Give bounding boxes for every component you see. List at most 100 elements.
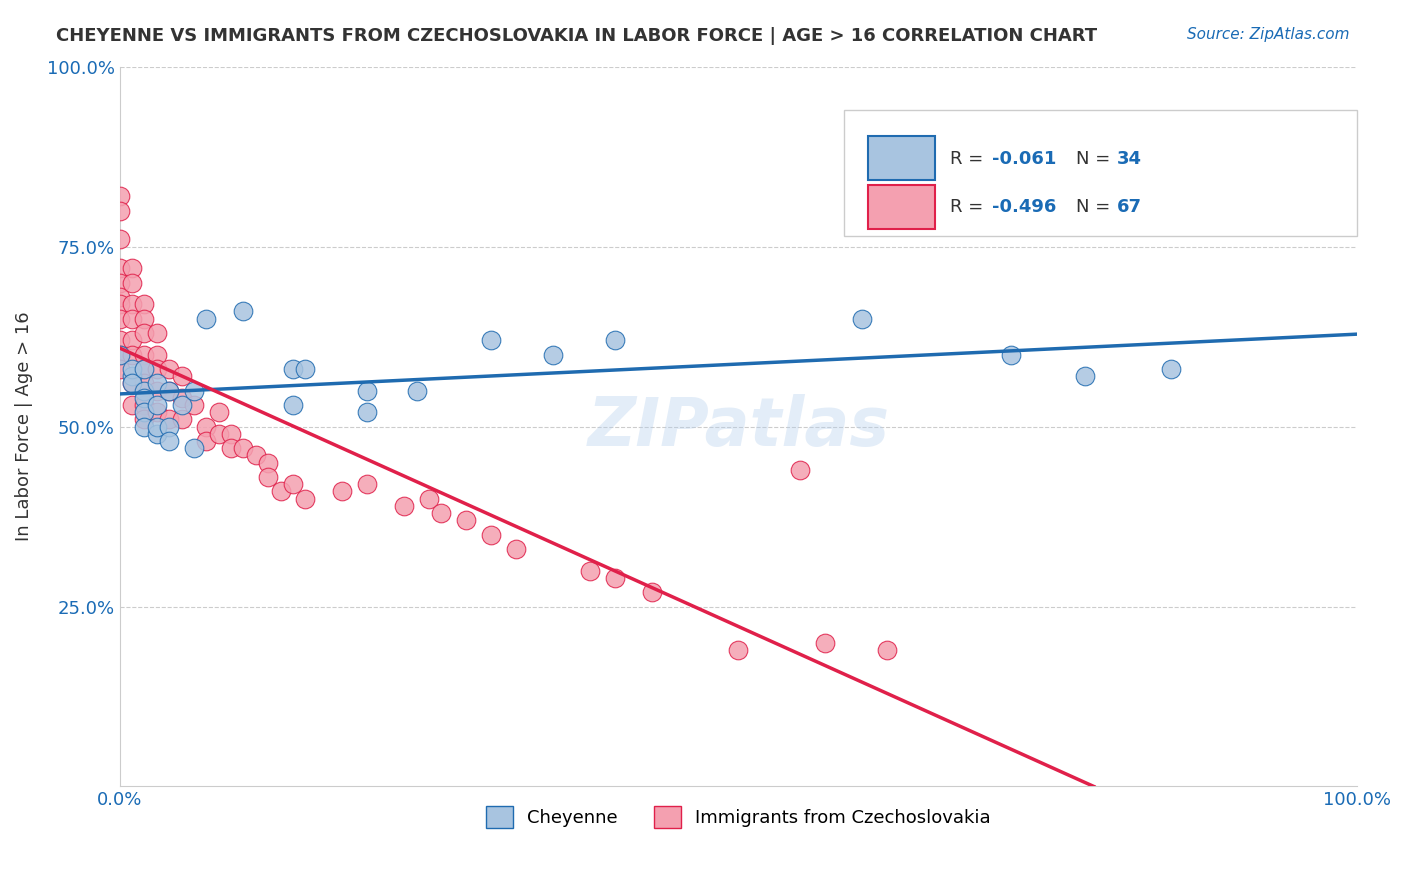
Point: [108, 333, 131, 347]
Point: [245, 448, 267, 462]
Text: CHEYENNE VS IMMIGRANTS FROM CZECHOSLOVAKIA IN LABOR FORCE | AGE > 16 CORRELATION: CHEYENNE VS IMMIGRANTS FROM CZECHOSLOVAK…: [56, 27, 1097, 45]
Y-axis label: In Labor Force | Age > 16: In Labor Force | Age > 16: [15, 311, 32, 541]
Point: [641, 585, 664, 599]
Point: [121, 333, 143, 347]
Point: [356, 477, 378, 491]
Point: [876, 642, 898, 657]
Point: [146, 362, 169, 376]
Point: [208, 405, 231, 419]
Point: [134, 384, 156, 398]
Point: [134, 347, 156, 361]
Point: [418, 491, 440, 506]
Legend: Cheyenne, Immigrants from Czechoslovakia: Cheyenne, Immigrants from Czechoslovakia: [478, 798, 998, 835]
Point: [121, 376, 143, 391]
Point: [108, 347, 131, 361]
Point: [108, 232, 131, 246]
Text: R =: R =: [950, 150, 988, 168]
FancyBboxPatch shape: [844, 110, 1357, 235]
Point: [294, 491, 316, 506]
Point: [183, 441, 205, 455]
Point: [121, 311, 143, 326]
Point: [356, 405, 378, 419]
Point: [157, 434, 180, 448]
Point: [170, 398, 193, 412]
Point: [195, 311, 218, 326]
Point: [146, 347, 169, 361]
Point: [134, 326, 156, 340]
Point: [170, 412, 193, 426]
Point: [789, 463, 811, 477]
Point: [134, 376, 156, 391]
Point: [121, 347, 143, 361]
Point: [121, 369, 143, 384]
Point: [146, 384, 169, 398]
Point: [394, 499, 416, 513]
Point: [281, 362, 304, 376]
Point: [146, 405, 169, 419]
Point: [134, 398, 156, 412]
Point: [294, 362, 316, 376]
Point: [183, 398, 205, 412]
Text: 34: 34: [1116, 150, 1142, 168]
Point: [108, 311, 131, 326]
Point: [1074, 369, 1097, 384]
Point: [603, 333, 626, 347]
FancyBboxPatch shape: [869, 185, 935, 228]
Point: [232, 304, 254, 318]
Point: [851, 311, 873, 326]
Point: [108, 362, 131, 376]
Point: [157, 419, 180, 434]
Point: [108, 347, 131, 361]
Point: [195, 434, 218, 448]
Text: -0.496: -0.496: [993, 198, 1056, 216]
Text: Source: ZipAtlas.com: Source: ZipAtlas.com: [1187, 27, 1350, 42]
Point: [134, 412, 156, 426]
Point: [108, 203, 131, 218]
Point: [134, 297, 156, 311]
Point: [134, 311, 156, 326]
Point: [157, 384, 180, 398]
Point: [1160, 362, 1182, 376]
Point: [603, 571, 626, 585]
Point: [157, 384, 180, 398]
Point: [134, 419, 156, 434]
Point: [579, 564, 602, 578]
Point: [121, 276, 143, 290]
Text: -0.061: -0.061: [993, 150, 1056, 168]
Point: [208, 426, 231, 441]
Point: [146, 398, 169, 412]
Point: [456, 513, 478, 527]
Point: [134, 362, 156, 376]
Point: [195, 419, 218, 434]
Point: [157, 412, 180, 426]
Text: ZIPatlas: ZIPatlas: [588, 393, 890, 459]
Text: N =: N =: [1076, 198, 1116, 216]
Point: [479, 333, 502, 347]
Point: [157, 362, 180, 376]
Point: [183, 384, 205, 398]
Point: [1000, 347, 1022, 361]
Point: [219, 426, 242, 441]
Point: [727, 642, 749, 657]
Point: [505, 541, 527, 556]
Point: [108, 261, 131, 276]
Point: [121, 297, 143, 311]
Point: [134, 405, 156, 419]
FancyBboxPatch shape: [869, 136, 935, 180]
Point: [108, 189, 131, 203]
Point: [108, 290, 131, 304]
Text: R =: R =: [950, 198, 988, 216]
Point: [257, 456, 280, 470]
Point: [146, 376, 169, 391]
Point: [146, 426, 169, 441]
Point: [270, 484, 292, 499]
Point: [479, 527, 502, 541]
Text: 67: 67: [1116, 198, 1142, 216]
Point: [405, 384, 427, 398]
Point: [281, 477, 304, 491]
Point: [281, 398, 304, 412]
Point: [146, 326, 169, 340]
Point: [232, 441, 254, 455]
Point: [356, 384, 378, 398]
Point: [121, 398, 143, 412]
